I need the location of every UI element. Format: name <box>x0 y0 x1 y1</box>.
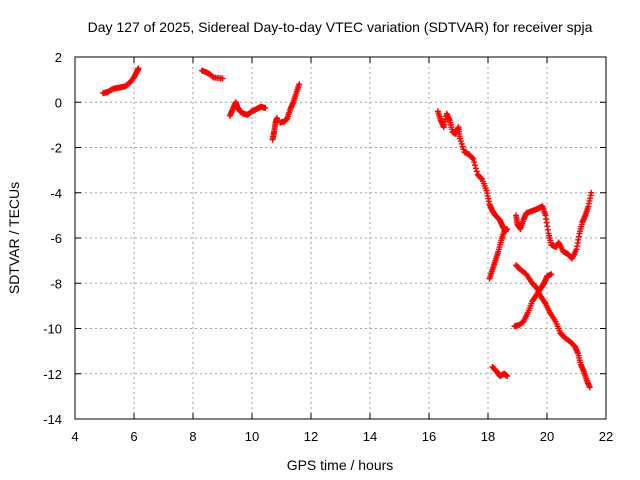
chart-title: Day 127 of 2025, Sidereal Day-to-day VTE… <box>88 19 593 35</box>
data-points <box>100 65 595 391</box>
y-tick-label: -4 <box>50 186 62 201</box>
y-tick-label: 0 <box>55 95 62 110</box>
data-point <box>548 271 555 278</box>
axis-ticks: 4 6 8 10 12 14 16 18 20 22 -14 -12 -10 -8 -6 -4 -2 0 2 <box>43 50 613 444</box>
x-tick-label: 6 <box>130 429 137 444</box>
y-tick-label: -8 <box>50 276 62 291</box>
x-tick-label: 8 <box>189 429 196 444</box>
data-point <box>470 155 477 162</box>
data-point <box>262 104 269 111</box>
data-point <box>456 135 463 142</box>
y-axis-title: SDTVAR / TECUs <box>6 182 22 294</box>
data-point <box>504 225 511 232</box>
data-point <box>478 175 485 182</box>
y-tick-label: -6 <box>50 231 62 246</box>
data-point <box>473 168 480 175</box>
data-point <box>459 143 466 150</box>
y-tick-label: 2 <box>55 50 62 65</box>
data-point <box>209 73 216 80</box>
y-tick-label: -10 <box>43 322 62 337</box>
data-point <box>274 115 281 122</box>
data-point <box>296 81 303 88</box>
y-tick-label: -2 <box>50 141 62 156</box>
grid-lines <box>75 57 606 419</box>
x-tick-label: 16 <box>422 429 436 444</box>
data-point <box>472 162 479 169</box>
x-tick-label: 10 <box>245 429 259 444</box>
x-tick-label: 20 <box>540 429 554 444</box>
x-tick-label: 4 <box>71 429 78 444</box>
y-tick-label: -14 <box>43 412 62 427</box>
data-point <box>458 140 465 147</box>
x-tick-label: 22 <box>599 429 613 444</box>
data-point <box>219 75 226 82</box>
data-point <box>460 146 467 153</box>
x-axis-title: GPS time / hours <box>287 457 394 473</box>
x-tick-label: 14 <box>363 429 377 444</box>
data-point <box>472 165 479 172</box>
data-point <box>586 384 593 391</box>
x-tick-label: 12 <box>304 429 318 444</box>
data-point <box>469 154 476 161</box>
y-tick-label: -12 <box>43 367 62 382</box>
data-point <box>471 158 478 165</box>
data-point <box>135 65 142 72</box>
x-tick-label: 18 <box>481 429 495 444</box>
data-point <box>504 373 511 380</box>
data-point <box>457 138 464 145</box>
data-point <box>588 189 595 196</box>
